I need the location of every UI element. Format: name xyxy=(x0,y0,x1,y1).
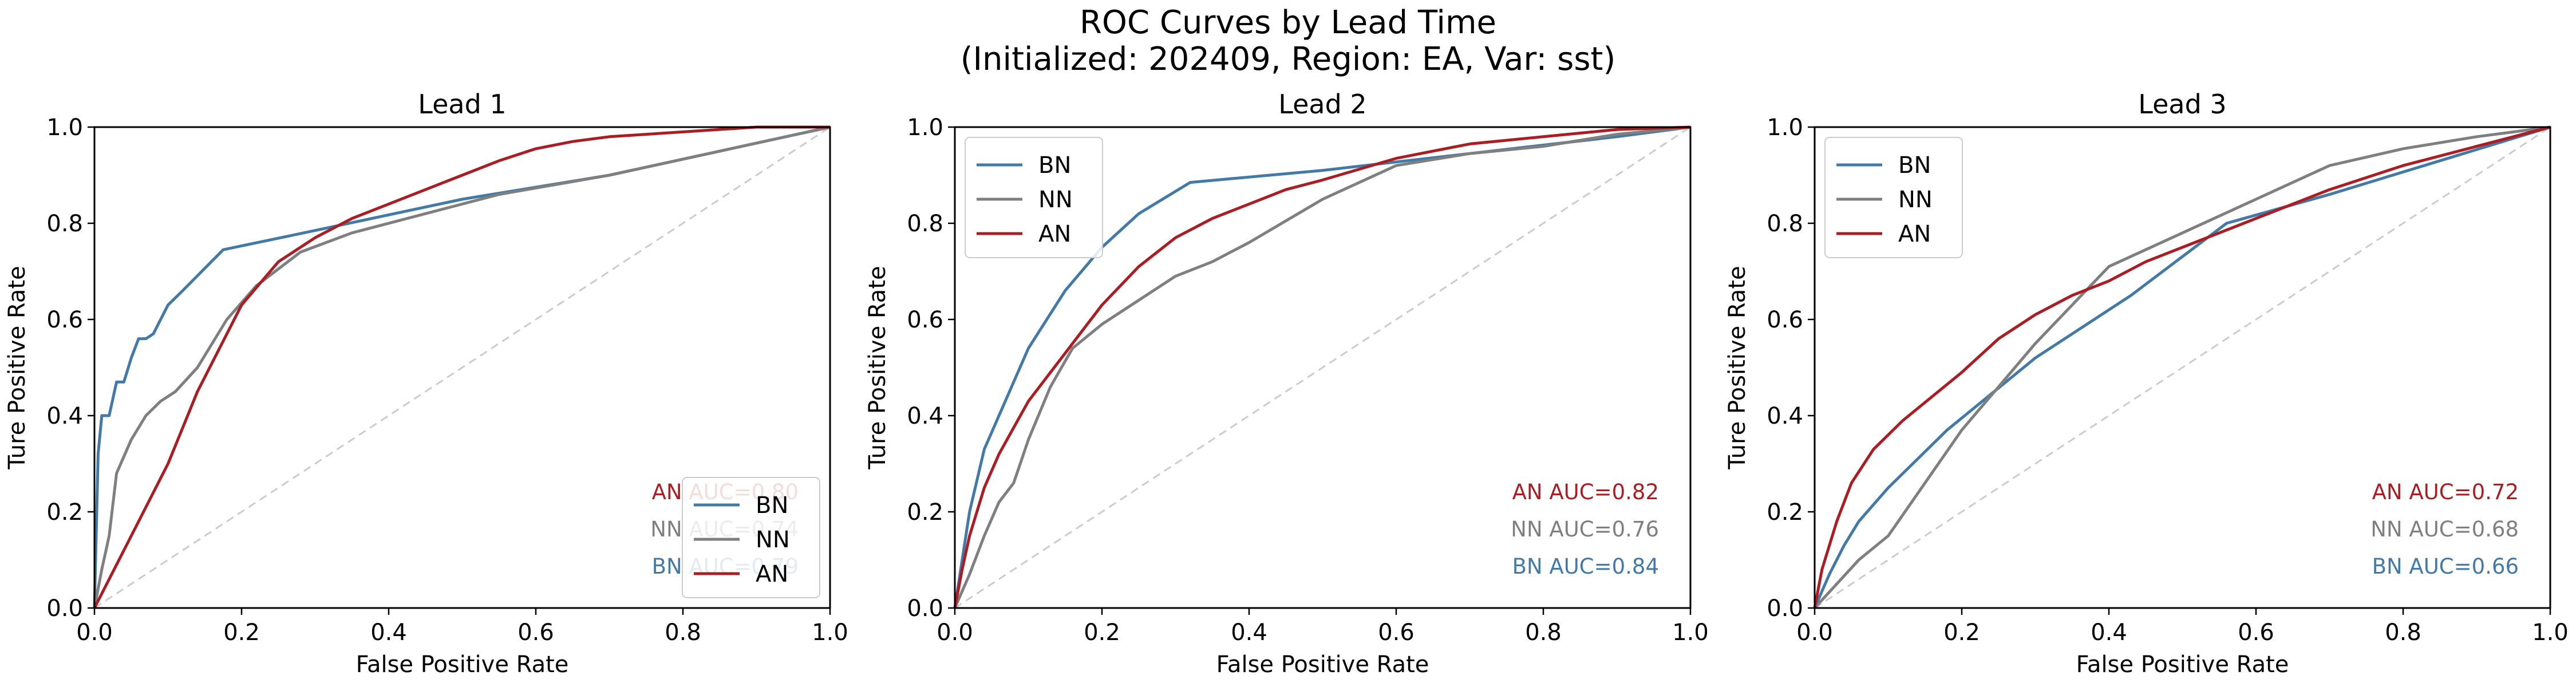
y-tick-label: 0.2 xyxy=(907,499,943,526)
x-axis-label: False Positive Rate xyxy=(1216,652,1429,678)
figure-title-line2: (Initialized: 202409, Region: EA, Var: s… xyxy=(961,41,1616,78)
legend: BN NN AN xyxy=(1824,137,1963,258)
y-tick-label: 1.0 xyxy=(1767,114,1803,141)
x-tick-label: 0.6 xyxy=(2238,619,2274,646)
x-tick-label: 0.8 xyxy=(665,619,701,646)
legend-box xyxy=(1824,137,1963,258)
x-tick-label: 1.0 xyxy=(2532,619,2569,646)
series-line-bn xyxy=(1813,125,2551,609)
x-tick-label: 0.2 xyxy=(223,619,260,646)
y-tick-label: 0.0 xyxy=(46,595,83,622)
x-tick-label: 0.8 xyxy=(2385,619,2421,646)
series-line-nn xyxy=(1814,125,2551,609)
chart-panels: Lead 1 0.0 0.2 0.4 0.6 0.8 1.0 0.0 0.2 0.4 0.6 0.8 1… xyxy=(4,89,2569,678)
auc-annotation-nn: NN AUC=0.76 xyxy=(1511,517,1659,542)
plot-frame xyxy=(93,126,831,609)
chart-panel-1: Lead 1 0.0 0.2 0.4 0.6 0.8 1.0 0.0 0.2 0.4 0.6 0.8 1… xyxy=(4,89,848,678)
y-tick-label: 0.8 xyxy=(46,211,83,237)
y-tick-label: 0.6 xyxy=(1767,307,1803,333)
auc-annotation-bn: BN AUC=0.84 xyxy=(1512,554,1659,579)
x-tick-label: 0.2 xyxy=(1943,619,1980,646)
y-axis-label: Ture Positive Rate xyxy=(1724,266,1751,469)
y-tick-label: 0.0 xyxy=(1767,595,1803,622)
random-reference-line xyxy=(1814,126,2551,609)
y-tick-label: 0.4 xyxy=(907,403,943,429)
auc-annotation-bn: BN AUC=0.66 xyxy=(2372,554,2519,579)
auc-annotation-an: AN AUC=0.72 xyxy=(2372,480,2519,504)
legend-label-bn: BN xyxy=(1898,152,1931,179)
legend: BN NN AN xyxy=(682,477,820,598)
plot-frame xyxy=(954,126,1692,609)
x-tick-label: 1.0 xyxy=(1672,619,1709,646)
x-tick-label: 0.2 xyxy=(1084,619,1120,646)
y-axis-label: Ture Positive Rate xyxy=(4,266,30,469)
series-line-nn xyxy=(953,125,1691,609)
panel-title: Lead 3 xyxy=(2138,89,2226,120)
x-tick-label: 0.4 xyxy=(2091,619,2127,646)
x-tick-label: 0.4 xyxy=(370,619,407,646)
y-tick-label: 0.4 xyxy=(1767,403,1803,429)
legend-label-nn: NN xyxy=(1038,187,1073,213)
y-tick-label: 0.4 xyxy=(46,403,83,429)
y-tick-label: 0.6 xyxy=(907,307,943,333)
y-tick-label: 0.2 xyxy=(46,499,83,526)
y-tick-label: 1.0 xyxy=(46,114,83,141)
legend-label-nn: NN xyxy=(1898,187,1933,213)
x-tick-label: 0.6 xyxy=(1378,619,1415,646)
x-tick-label: 0.0 xyxy=(937,619,973,646)
y-tick-label: 0.8 xyxy=(1767,211,1803,237)
x-axis-label: False Positive Rate xyxy=(2076,652,2289,678)
legend-label-nn: NN xyxy=(756,527,790,553)
series-line-bn xyxy=(93,125,831,609)
legend-label-an: AN xyxy=(1898,221,1931,247)
y-tick-label: 0.0 xyxy=(907,595,943,622)
x-tick-label: 0.6 xyxy=(517,619,554,646)
panel-title: Lead 2 xyxy=(1278,89,1366,120)
legend-label-an: AN xyxy=(1038,221,1071,247)
y-tick-label: 0.8 xyxy=(907,211,943,237)
legend-label-bn: BN xyxy=(1038,152,1071,179)
random-reference-line xyxy=(94,126,831,609)
series-line-an xyxy=(953,125,1691,609)
series-line-nn xyxy=(93,125,831,609)
series-line-an xyxy=(1813,125,2551,609)
y-tick-label: 0.6 xyxy=(46,307,83,333)
panel-title: Lead 1 xyxy=(418,89,506,120)
auc-annotation-an: AN AUC=0.82 xyxy=(1512,480,1659,504)
y-tick-label: 1.0 xyxy=(907,114,943,141)
random-reference-line xyxy=(954,126,1691,609)
y-axis-label: Ture Positive Rate xyxy=(864,266,891,469)
auc-annotation-nn: NN AUC=0.68 xyxy=(2370,517,2519,542)
x-tick-label: 0.8 xyxy=(1525,619,1562,646)
legend-label-an: AN xyxy=(756,561,788,587)
series-line-an xyxy=(93,125,830,609)
figure-title-line1: ROC Curves by Lead Time xyxy=(1080,4,1496,41)
x-tick-label: 0.4 xyxy=(1231,619,1267,646)
legend-box xyxy=(965,137,1103,258)
chart-panel-3: Lead 3 0.0 0.2 0.4 0.6 0.8 1.0 0.0 0.2 0.4 0.6 0.8 1… xyxy=(1724,89,2569,678)
x-tick-label: 0.0 xyxy=(1796,619,1833,646)
x-tick-label: 1.0 xyxy=(812,619,848,646)
x-axis-label: False Positive Rate xyxy=(356,652,569,678)
legend-box xyxy=(682,477,820,598)
plot-frame xyxy=(1814,126,2551,609)
y-tick-label: 0.2 xyxy=(1767,499,1803,526)
x-tick-label: 0.0 xyxy=(76,619,113,646)
chart-panel-2: Lead 2 0.0 0.2 0.4 0.6 0.8 1.0 0.0 0.2 0.4 0.6 0.8 1… xyxy=(864,89,1709,678)
legend: BN NN AN xyxy=(965,137,1103,258)
legend-label-bn: BN xyxy=(756,492,788,519)
